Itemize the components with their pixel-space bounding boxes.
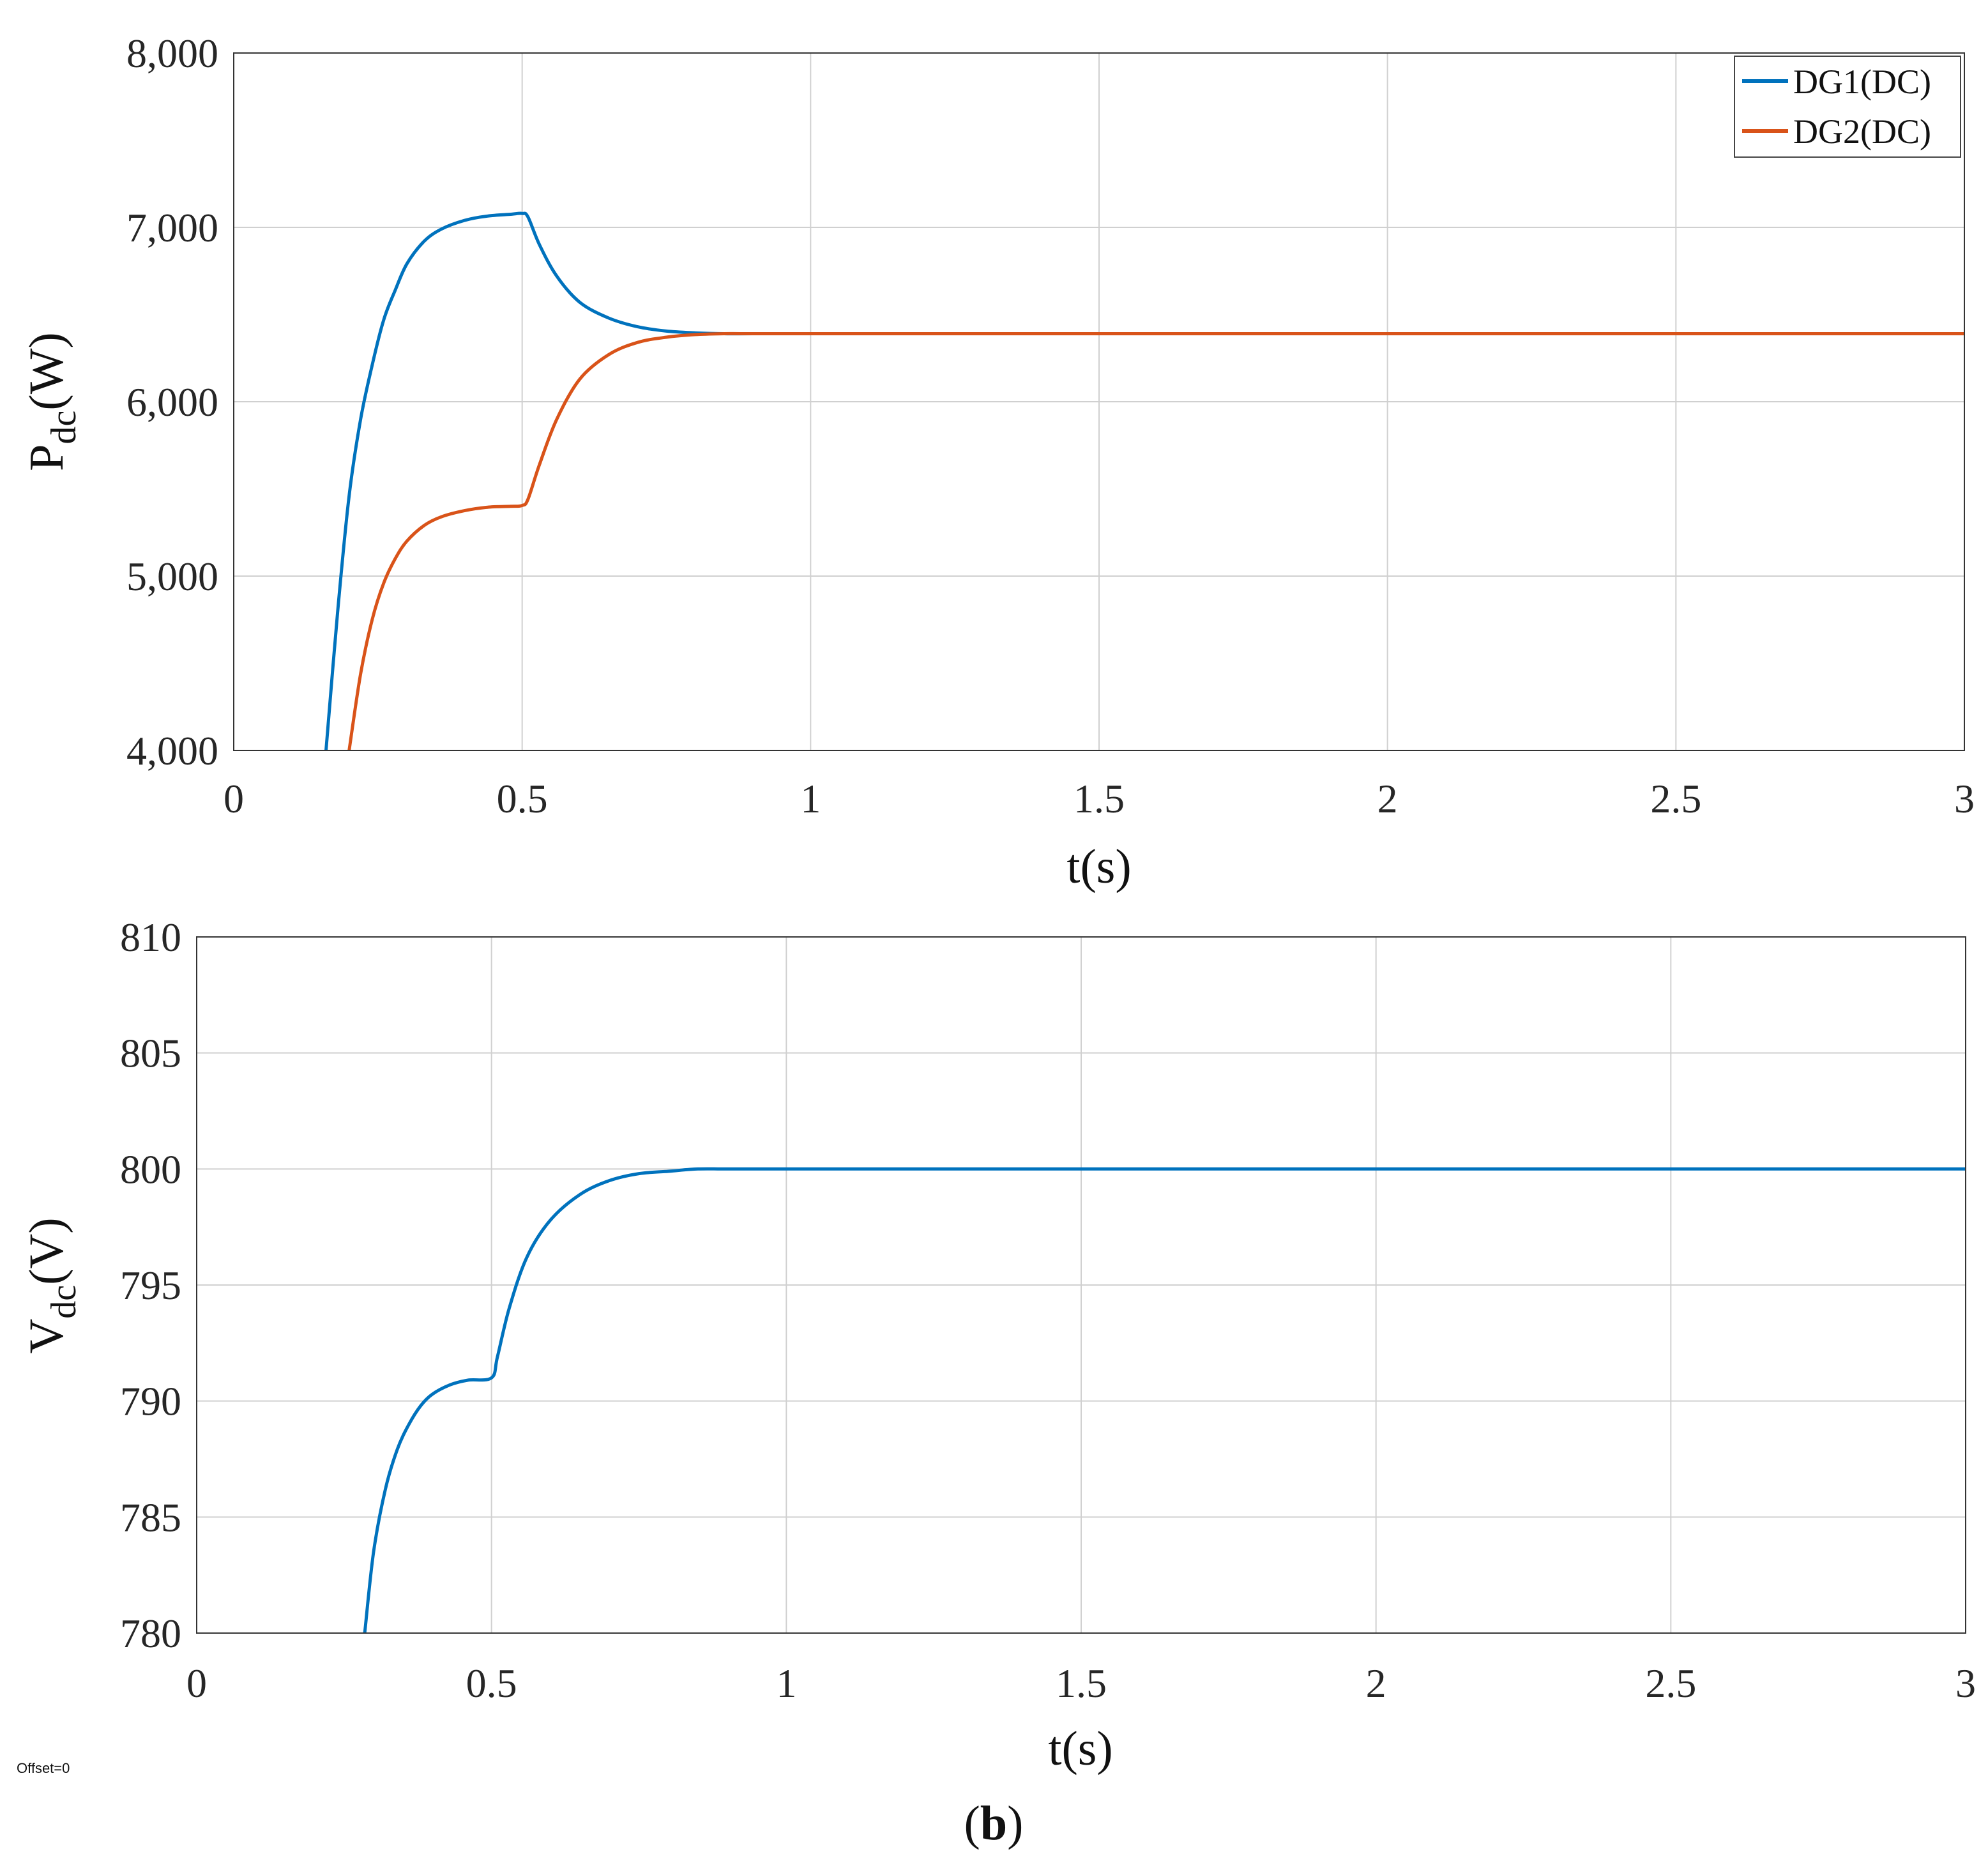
voltage-chart-y-tick-labels: 780 785 790 795 800 805 810 <box>120 915 181 1656</box>
legend-box <box>1734 56 1961 158</box>
voltage-chart-x-tick-label: 0 <box>186 1661 207 1706</box>
power-chart-series <box>324 211 1964 751</box>
power-chart-legend: DG1(DC) DG2(DC) <box>1734 56 1961 158</box>
voltage-chart-x-tick-label: 3 <box>1955 1661 1976 1706</box>
panel-label-close: ) <box>1007 1797 1023 1850</box>
power-chart-x-tick-label: 0.5 <box>497 776 548 821</box>
voltage-chart-series-line-vdc <box>363 1167 1966 1634</box>
power-chart-y-tick-label: 4,000 <box>126 728 218 773</box>
voltage-chart-y-tick-label: 785 <box>120 1494 181 1540</box>
power-chart-series-line-dg2-dc <box>347 331 1964 751</box>
power-chart-y-tick-label: 7,000 <box>126 205 218 250</box>
panel-label-open: ( <box>964 1797 980 1850</box>
voltage-chart-x-axis-title: t(s) <box>1048 1722 1112 1776</box>
voltage-chart-y-axis-subscript: dc <box>44 1285 84 1319</box>
power-chart-x-tick-label: 1 <box>800 776 821 821</box>
power-chart-x-tick-label: 3 <box>1954 776 1975 821</box>
voltage-chart-y-tick-label: 805 <box>120 1031 181 1076</box>
power-chart-y-axis-symbol: P <box>20 444 73 471</box>
power-chart-grid <box>234 53 1964 750</box>
voltage-chart-y-tick-label: 790 <box>120 1379 181 1424</box>
voltage-chart: 0 0.5 1 1.5 2 2.5 3 780 785 790 795 800 805 810 t(s)… <box>20 915 1976 1776</box>
voltage-chart-y-tick-label: 780 <box>120 1611 181 1656</box>
power-chart-x-tick-label: 1.5 <box>1074 776 1125 821</box>
power-chart-plot-frame <box>233 52 1965 751</box>
power-chart-y-tick-label: 6,000 <box>126 379 218 425</box>
panel-label: (b) <box>964 1797 1024 1850</box>
voltage-chart-y-axis-symbol: V <box>20 1319 73 1354</box>
power-chart-y-axis-subscript: dc <box>44 411 84 445</box>
power-chart-x-tick-label: 2.5 <box>1650 776 1701 821</box>
power-chart-series-line-dg1-dc <box>324 211 1964 751</box>
voltage-chart-x-tick-labels: 0 0.5 1 1.5 2 2.5 3 <box>186 1661 1976 1706</box>
voltage-chart-y-tick-label: 795 <box>120 1263 181 1308</box>
power-chart-y-axis-unit: (W) <box>20 332 73 410</box>
panel-label-letter: b <box>980 1797 1007 1850</box>
power-chart-x-tick-label: 2 <box>1377 776 1398 821</box>
power-chart-x-tick-label: 0 <box>224 776 244 821</box>
voltage-chart-y-tick-label: 800 <box>120 1146 181 1192</box>
voltage-chart-x-tick-label: 2.5 <box>1645 1661 1696 1706</box>
voltage-chart-y-axis-title: Vdc(V) <box>20 1217 84 1353</box>
power-chart-x-tick-labels: 0 0.5 1 1.5 2 2.5 3 <box>224 776 1975 821</box>
power-chart-y-tick-label: 5,000 <box>126 554 218 599</box>
power-chart-y-axis-title: Pdc(W) <box>20 332 84 471</box>
voltage-chart-x-tick-label: 2 <box>1366 1661 1386 1706</box>
voltage-chart-grid <box>197 937 1966 1633</box>
power-chart-x-axis-title: t(s) <box>1066 840 1131 893</box>
offset-note: Offset=0 <box>17 1760 70 1776</box>
voltage-chart-plot-frame <box>196 936 1966 1634</box>
voltage-chart-x-tick-label: 1.5 <box>1056 1661 1107 1706</box>
power-chart-y-tick-label: 8,000 <box>126 31 218 76</box>
legend-label-dg2: DG2(DC) <box>1793 112 1931 151</box>
power-chart: 0 0.5 1 1.5 2 2.5 3 4,0005,0006,0007,0008,000 … <box>20 31 1975 893</box>
voltage-chart-series <box>363 1167 1966 1634</box>
voltage-chart-y-axis-unit: (V) <box>20 1217 73 1285</box>
power-chart-y-tick-labels: 4,000 5,000 6,000 7,000 8,000 <box>126 31 218 773</box>
legend-label-dg1: DG1(DC) <box>1793 63 1931 101</box>
voltage-chart-x-tick-label: 1 <box>776 1661 796 1706</box>
voltage-chart-x-tick-label: 0.5 <box>466 1661 517 1706</box>
voltage-chart-y-tick-label: 810 <box>120 915 181 960</box>
